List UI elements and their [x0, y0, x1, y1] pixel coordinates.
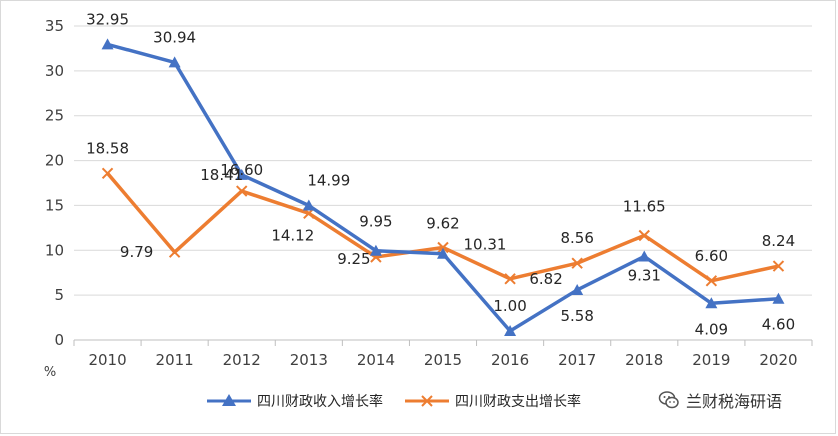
x-tick-label: 2017: [558, 351, 596, 369]
data-label-expenditure: 8.56: [560, 229, 593, 247]
data-label-expenditure: 6.82: [529, 270, 562, 288]
x-tick-label: 2011: [156, 351, 194, 369]
data-point-revenue: [571, 283, 584, 295]
x-tick-label: 2010: [88, 351, 126, 369]
legend-swatch-x: [405, 395, 449, 407]
legend-item-expenditure: 四川财政支出增长率: [403, 391, 581, 411]
data-point-revenue: [369, 244, 382, 256]
data-label-revenue: 18.41: [200, 166, 243, 184]
data-label-expenditure: 9.25: [337, 250, 370, 268]
y-tick-label: 25: [45, 107, 64, 125]
y-tick-label: 20: [45, 152, 64, 170]
y-unit-label: %: [44, 365, 56, 380]
y-tick-label: 5: [54, 286, 64, 304]
data-point-expenditure: [168, 246, 181, 258]
data-point-expenditure: [101, 167, 114, 180]
legend: 四川财政收入增长率 四川财政支出增长率: [205, 391, 601, 411]
data-point-revenue: [705, 297, 718, 309]
x-tick-label: 2015: [424, 351, 462, 369]
data-point-expenditure: [705, 275, 718, 287]
data-label-expenditure: 16.60: [220, 161, 263, 179]
legend-label-revenue: 四川财政收入增长率: [257, 394, 383, 410]
data-label-revenue: 4.60: [762, 316, 795, 334]
data-point-expenditure: [638, 229, 650, 242]
watermark: 兰财税海研语: [658, 388, 782, 412]
watermark-text: 兰财税海研语: [686, 392, 783, 411]
data-label-revenue: 9.95: [359, 213, 392, 231]
y-tick-label: 30: [45, 62, 64, 80]
x-tick-label: 2014: [357, 351, 395, 369]
data-point-revenue: [437, 247, 449, 259]
y-tick-label: 15: [45, 196, 64, 214]
data-label-expenditure: 6.60: [695, 247, 728, 265]
data-point-expenditure: [772, 260, 785, 272]
series-line-revenue: [107, 42, 779, 333]
data-point-revenue: [235, 168, 248, 180]
x-tick-label: 2019: [692, 351, 730, 369]
legend-item-revenue: 四川财政收入增长率: [205, 391, 383, 411]
data-label-revenue: 5.58: [560, 307, 593, 325]
legend-label-expenditure: 四川财政支出增长率: [455, 394, 581, 410]
data-label-expenditure: 18.58: [86, 139, 129, 157]
x-tick-label: 2012: [223, 351, 261, 369]
data-point-revenue: [101, 38, 114, 50]
wechat-icon: [658, 391, 679, 409]
data-point-revenue: [504, 325, 517, 337]
data-point-revenue: [772, 292, 785, 304]
data-label-expenditure: 11.65: [623, 197, 666, 215]
data-point-expenditure: [437, 241, 449, 254]
data-point-expenditure: [504, 273, 516, 285]
data-label-revenue: 30.94: [153, 28, 196, 46]
data-label-revenue: 9.31: [628, 266, 661, 284]
data-label-expenditure: 8.24: [762, 232, 795, 250]
data-label-revenue: 32.95: [86, 10, 129, 28]
x-tick-label: 2020: [759, 351, 797, 369]
data-label-expenditure: 14.12: [271, 226, 314, 244]
data-point-revenue: [638, 250, 651, 262]
y-tick-label: 35: [45, 17, 64, 35]
legend-swatch-triangle: [207, 394, 251, 406]
data-label-revenue: 9.62: [426, 215, 459, 233]
data-label-revenue: 14.99: [307, 172, 350, 190]
x-tick-label: 2018: [625, 351, 663, 369]
data-point-revenue: [168, 56, 181, 68]
data-point-expenditure: [571, 257, 583, 269]
x-tick-label: 2016: [491, 351, 529, 369]
data-label-expenditure: 9.79: [120, 243, 153, 261]
data-label-revenue: 4.09: [695, 320, 728, 338]
data-label-revenue: 1.00: [493, 297, 526, 315]
data-point-revenue: [302, 199, 315, 211]
x-tick-label: 2013: [290, 351, 328, 369]
data-point-expenditure: [236, 185, 248, 197]
y-tick-label: 10: [45, 241, 64, 259]
y-tick-label: 0: [54, 331, 64, 349]
data-label-expenditure: 10.31: [464, 236, 507, 254]
